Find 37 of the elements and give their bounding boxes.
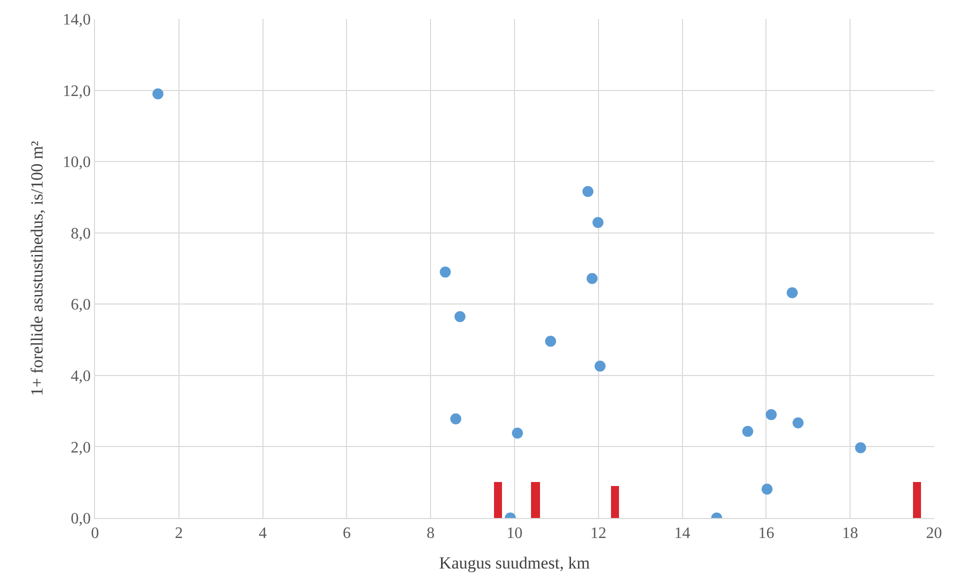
point <box>855 442 866 454</box>
y-tick-label: 10,0 <box>62 154 91 172</box>
y-tick-label: 12,0 <box>62 82 91 100</box>
x-tick-label: 10 <box>506 525 522 542</box>
x-tick-label: 4 <box>258 525 267 542</box>
x-tick-label: 14 <box>674 525 690 542</box>
point <box>512 428 523 439</box>
y-tick-label: 6,0 <box>70 296 91 314</box>
point <box>586 272 598 284</box>
x-tick-label: 2 <box>174 525 183 542</box>
point <box>440 266 451 278</box>
point <box>454 311 466 322</box>
point <box>545 336 556 347</box>
point <box>592 217 604 228</box>
point <box>792 417 804 428</box>
point <box>786 287 798 298</box>
y-axis-title: 1+ forellide asustustihedus, is/100 m² <box>27 140 46 396</box>
x-tick-label: 20 <box>926 525 942 542</box>
x-tick-label: 12 <box>590 525 606 542</box>
point <box>582 186 594 198</box>
point <box>742 426 754 437</box>
x-tick-label: 0 <box>91 525 99 542</box>
y-tick-label: 2,0 <box>70 439 91 456</box>
point <box>766 409 777 420</box>
y-tick-label: 4,0 <box>70 368 91 386</box>
point <box>450 413 462 424</box>
y-tick-label: 0,0 <box>70 510 91 528</box>
y-tick-label: 14,0 <box>62 12 91 29</box>
point <box>594 360 606 372</box>
point <box>152 88 164 100</box>
y-tick-label: 8,0 <box>70 225 91 242</box>
point <box>762 484 773 495</box>
x-tick-label: 6 <box>342 525 351 542</box>
x-tick-label: 8 <box>426 525 435 542</box>
x-axis-title: Kaugus suudmest, km <box>439 554 590 573</box>
x-tick-label: 16 <box>758 525 774 542</box>
x-tick-label: 18 <box>842 525 858 542</box>
